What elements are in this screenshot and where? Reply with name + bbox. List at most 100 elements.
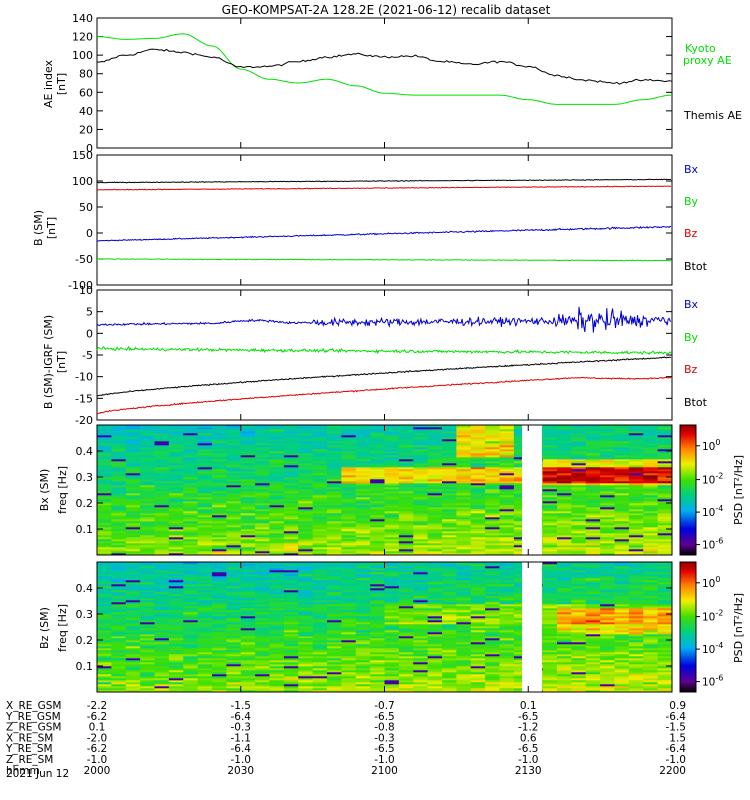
spectrogram-cell [557,477,572,480]
spectrogram-cell [513,588,529,591]
spectrogram-cell [657,467,673,470]
spectrogram-cell [398,598,414,601]
spectrogram-cell [97,541,112,544]
spectrogram-cell [255,688,270,691]
spectrogram-cell [557,612,572,615]
spectrogram-cell [327,455,342,458]
spectrogram-cell [442,572,457,575]
spectrogram-cell [600,549,615,552]
spectrogram-cell [312,566,328,569]
spectrogram-cell [341,457,357,460]
spectrogram-cell [212,670,227,673]
spectrogram-cell [154,435,170,438]
spectrogram-cell [542,499,558,502]
spectrogram-cell [341,541,357,544]
spectrogram-cell [442,463,457,466]
spectrogram-cell [97,652,112,655]
spectrogram-cell [269,523,285,526]
spectrogram-cell [370,527,385,530]
spectrogram-cell [485,485,500,488]
spectrogram-cell [226,596,242,599]
spectrogram-cell [398,525,414,528]
spectrogram-cell [427,574,443,577]
spectrogram-cell [470,513,486,516]
spectrogram-cell [571,487,587,490]
spectrogram-cell [398,521,414,524]
spectrogram-cell [197,576,213,579]
spectrogram-cell [485,489,500,492]
spectrogram-cell [240,646,256,649]
spectrogram-cell [470,427,486,430]
spectrogram-cell [197,598,213,601]
spectrogram-cell [370,612,385,615]
spectrogram-cell [341,505,357,508]
spectrogram-cell [240,628,256,631]
spectrogram-cell [427,646,443,649]
spectrogram-cell [168,499,184,502]
spectrogram-cell [370,519,385,522]
spectrogram-cell [341,644,357,647]
spectrogram-cell [571,570,587,573]
spectrogram-cell [154,564,170,567]
spectrogram-cell [341,539,357,542]
spectrogram-cell [413,582,429,585]
spectrogram-cell [226,690,242,693]
spectrogram-cell [542,606,558,609]
spectrogram-cell [513,451,529,454]
spectrogram-cell [542,487,558,490]
spectrogram-cell [154,531,170,534]
spectrogram-cell [197,616,213,619]
spectrogram-cell [327,602,342,605]
spectrogram-cell [370,481,385,484]
spectrogram-cell [312,628,328,631]
spectrogram-cell [384,666,400,669]
spectrogram-cell [413,590,429,593]
spectrogram-cell [283,598,299,601]
spectrogram-cell [327,535,342,538]
spectrogram-cell [355,578,371,581]
spectrogram-cell [255,485,270,488]
spectrogram-cell [269,626,285,629]
spectrogram-cell [269,427,285,430]
spectrogram-cell [427,447,443,450]
spectrogram-cell [312,501,328,504]
spectrogram-cell [370,507,385,510]
spectrogram-cell [657,513,673,516]
spectrogram-cell [513,688,529,691]
spectrogram-cell [614,463,630,466]
spectrogram-cell [370,439,385,442]
spectrogram-cell [97,445,112,448]
spectrogram-cell [125,465,141,468]
spectrogram-cell [255,551,270,554]
spectrogram-cell [456,622,472,625]
spectrogram-cell [197,513,213,516]
spectrogram-cell [197,602,213,605]
spectrogram-cell [183,543,199,546]
spectrogram-cell [499,660,515,663]
spectrogram-cell [370,668,385,671]
spectrogram-cell [398,604,414,607]
spectrogram-cell [140,566,155,569]
spectrogram-cell [355,662,371,665]
spectrogram-cell [370,632,385,635]
spectrogram-cell [384,539,400,542]
spectrogram-cell [470,614,486,617]
spectrogram-cell [628,455,644,458]
spectrogram-cell [456,684,472,687]
spectrogram-cell [269,447,285,450]
spectrogram-cell [370,642,385,645]
spectrogram-cell [298,582,314,585]
spectrogram-cell [255,533,270,536]
spectrogram-cell [255,670,270,673]
spectrogram-cell [557,483,572,486]
spectrogram-cell [542,590,558,593]
spectrogram-cell [355,479,371,482]
spectrogram-cell [643,471,659,474]
spectrogram-cell [557,441,572,444]
spectrogram-cell [168,674,184,677]
spectrogram-cell [226,483,242,486]
spectrogram-cell [470,553,486,556]
spectrogram-cell [312,535,328,538]
spectrogram-cell [327,553,342,556]
spectrogram-cell [571,439,587,442]
